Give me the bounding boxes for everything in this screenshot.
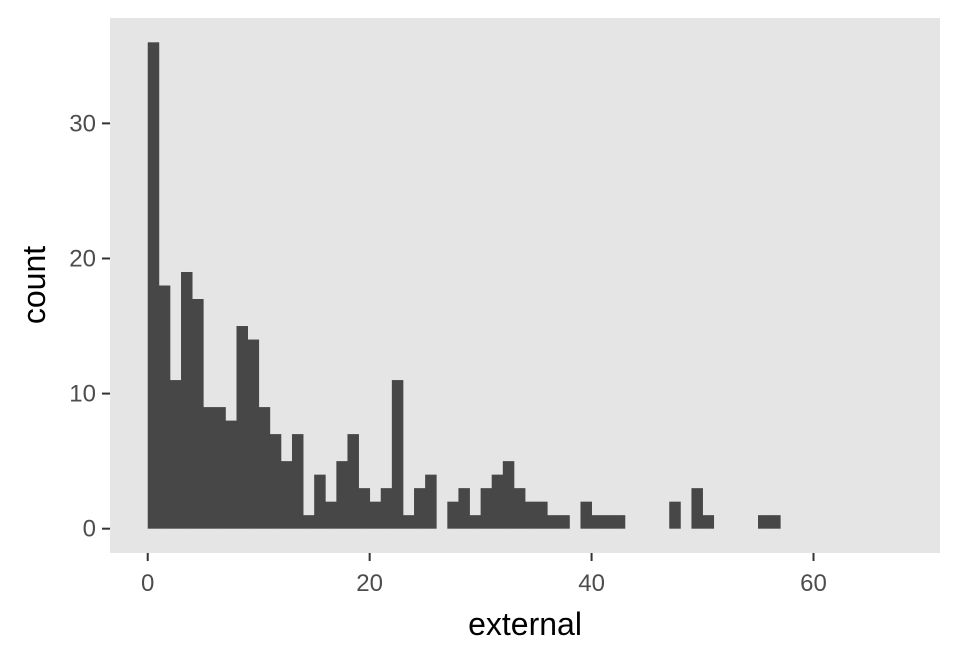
y-tick-label: 30 [69,110,96,137]
histogram-bar [280,461,293,529]
y-axis: 0 10 20 30 [69,110,110,543]
histogram-bar [447,501,459,529]
histogram-bar [513,488,526,529]
histogram-bar [402,515,415,529]
histogram-bar [480,488,493,529]
histogram-bar [547,515,559,529]
histogram-bar [769,515,781,529]
y-axis-title: count [16,246,52,324]
histogram-bar [469,515,482,529]
histogram-bar [236,326,248,529]
x-axis: 0 20 40 60 [141,553,827,597]
histogram-bar [181,271,193,529]
histogram-bar [169,380,182,529]
x-tick-label: 0 [141,570,154,597]
x-tick-label: 60 [800,570,827,597]
histogram-bar [558,515,570,529]
histogram-bar [147,42,160,529]
histogram-bar [214,407,226,529]
histogram-bar [669,501,681,529]
histogram-bar [336,461,348,529]
histogram-bar [525,501,537,529]
histogram-bar [291,434,304,529]
histogram-bar [314,474,326,529]
histogram-bar [580,501,592,529]
y-tick-label: 0 [83,516,96,543]
histogram-bar [491,474,504,529]
histogram-bar [414,488,426,529]
histogram-bar [391,380,404,529]
bars-layer [147,42,781,529]
histogram-bar [691,488,703,529]
x-tick-label: 40 [578,570,605,597]
histogram-bar [613,515,626,529]
histogram-bar [203,407,215,529]
histogram-bar [325,501,337,529]
histogram-bar [425,474,437,529]
histogram-bar [536,501,548,529]
histogram-bar [369,501,382,529]
histogram-bar [225,420,237,529]
histogram-bar [758,515,770,529]
histogram-bar [258,407,271,529]
histogram-bar [158,285,171,529]
histogram-bar [303,515,315,529]
histogram-bar [347,434,359,529]
histogram-bar [502,461,515,529]
histogram-bar [702,515,715,529]
x-tick-label: 20 [356,570,383,597]
x-axis-title: external [468,606,582,642]
histogram-bar [602,515,615,529]
histogram-bar [458,488,470,529]
y-tick-label: 20 [69,245,96,272]
histogram-bar [247,339,260,529]
histogram-bar [192,299,204,529]
histogram-bar [358,488,371,529]
y-tick-label: 10 [69,381,96,408]
histogram-bar [269,434,282,529]
histogram-bar [591,515,604,529]
histogram-bar [380,488,393,529]
